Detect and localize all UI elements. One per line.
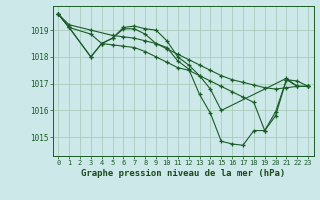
X-axis label: Graphe pression niveau de la mer (hPa): Graphe pression niveau de la mer (hPa): [81, 169, 285, 178]
